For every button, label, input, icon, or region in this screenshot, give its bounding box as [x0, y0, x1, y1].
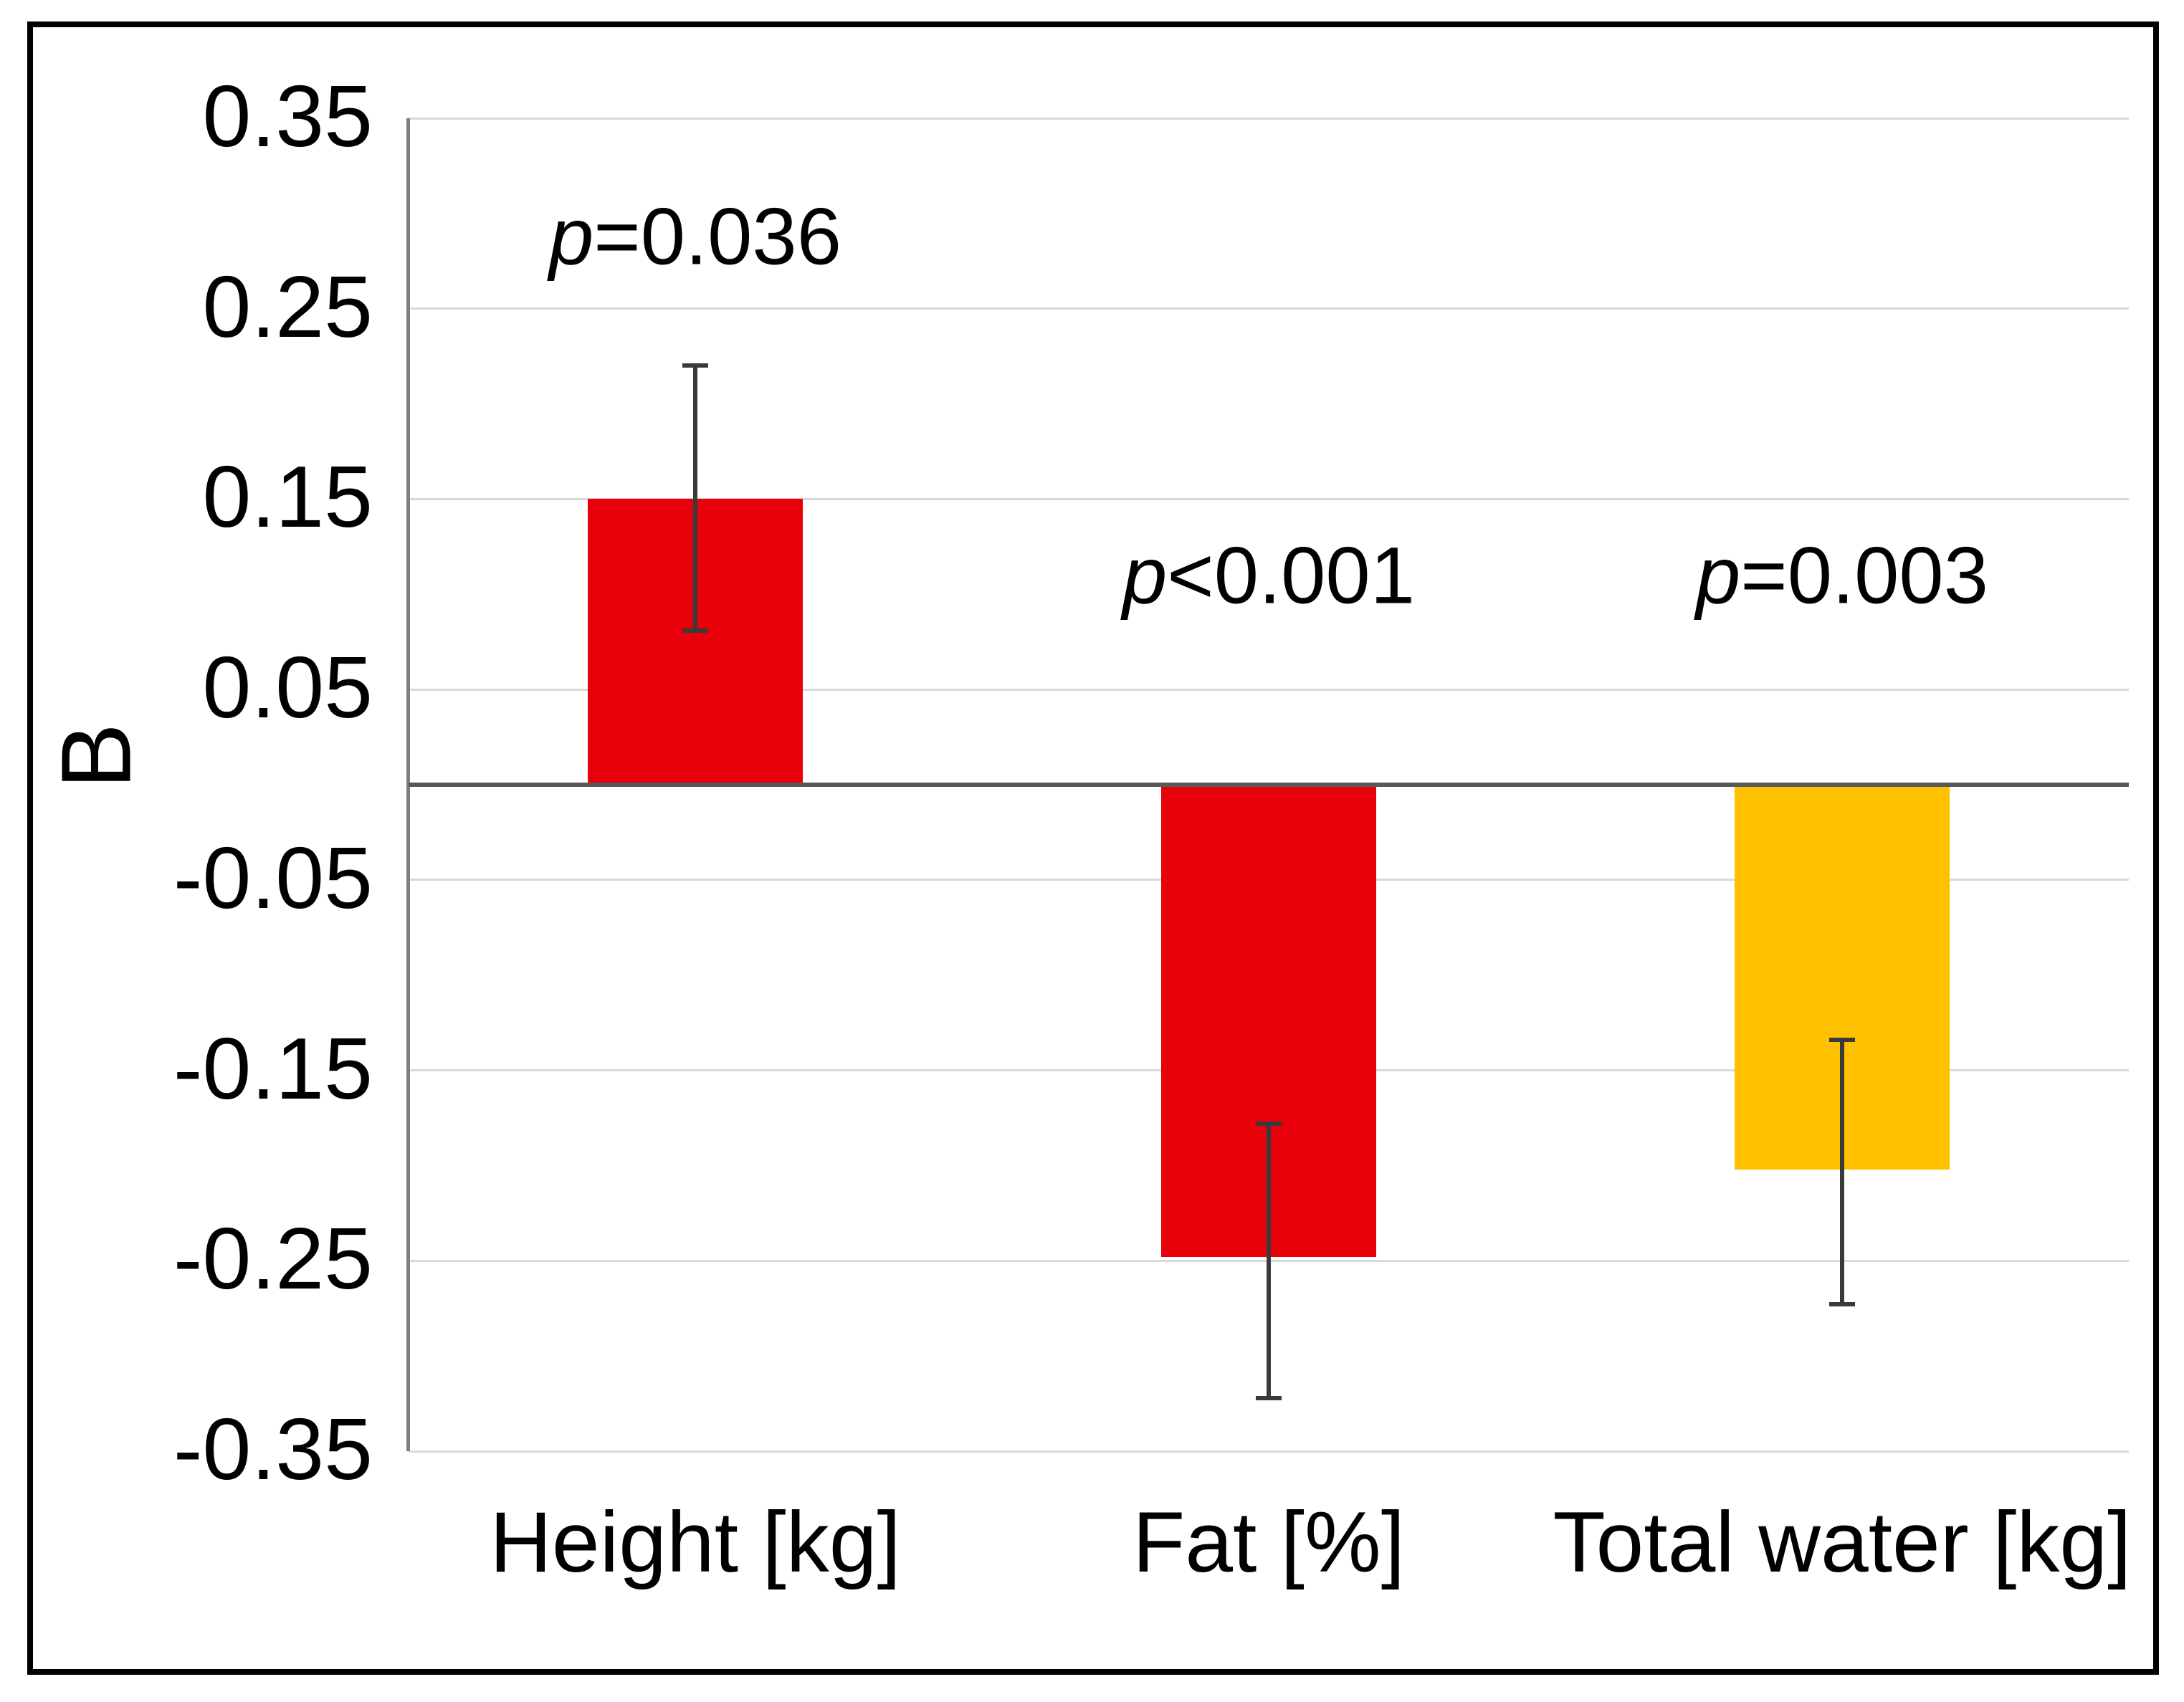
gridline-0-15	[409, 497, 2129, 500]
x-axis-label-total-water-kg: Total water [kg]	[1553, 1494, 2132, 1590]
error-bar-line-height-kg	[693, 365, 697, 631]
y-tick-label-0-25: 0.25	[202, 257, 373, 355]
zero-axis-line	[409, 783, 2129, 787]
p-italic: p	[1696, 530, 1741, 621]
y-tick-label-0-15: 0.15	[202, 448, 373, 546]
gridline-0-25	[409, 307, 2129, 310]
y-axis-line	[406, 118, 410, 1451]
y-tick-label-0-05: 0.05	[202, 639, 373, 737]
y-tick-label-0-05: -0.05	[173, 829, 373, 927]
gridline-0-35	[409, 1450, 2129, 1453]
plot-area	[406, 117, 2129, 1453]
error-bar-cap-bottom-fat	[1256, 1395, 1282, 1400]
p-value-label-height-kg: p=0.036	[549, 191, 841, 282]
p-italic: p	[1122, 530, 1168, 621]
error-bar-cap-bottom-total-water-kg	[1829, 1302, 1855, 1307]
y-tick-label-0-15: -0.15	[173, 1019, 373, 1117]
figure-border	[27, 21, 2159, 1675]
x-axis-label-fat: Fat [%]	[1132, 1494, 1406, 1590]
y-tick-label-0-35: 0.35	[202, 67, 373, 166]
p-value-label-total-water-kg: p=0.003	[1696, 530, 1988, 621]
error-bar-cap-top-height-kg	[682, 363, 708, 368]
x-axis-label-height-kg: Height [kg]	[490, 1494, 901, 1590]
p-italic: p	[549, 191, 594, 282]
y-tick-label-0-35: -0.35	[173, 1400, 373, 1498]
error-bar-cap-top-fat	[1256, 1121, 1282, 1126]
error-bar-cap-top-total-water-kg	[1829, 1038, 1855, 1043]
error-bar-line-fat	[1267, 1123, 1271, 1398]
error-bar-line-total-water-kg	[1840, 1040, 1844, 1305]
error-bar-cap-bottom-height-kg	[682, 628, 708, 633]
p-value-label-fat: p<0.001	[1122, 530, 1415, 621]
gridline-0-05	[409, 688, 2129, 691]
gridline-0-35	[409, 117, 2129, 120]
y-tick-label-0-25: -0.25	[173, 1210, 373, 1308]
